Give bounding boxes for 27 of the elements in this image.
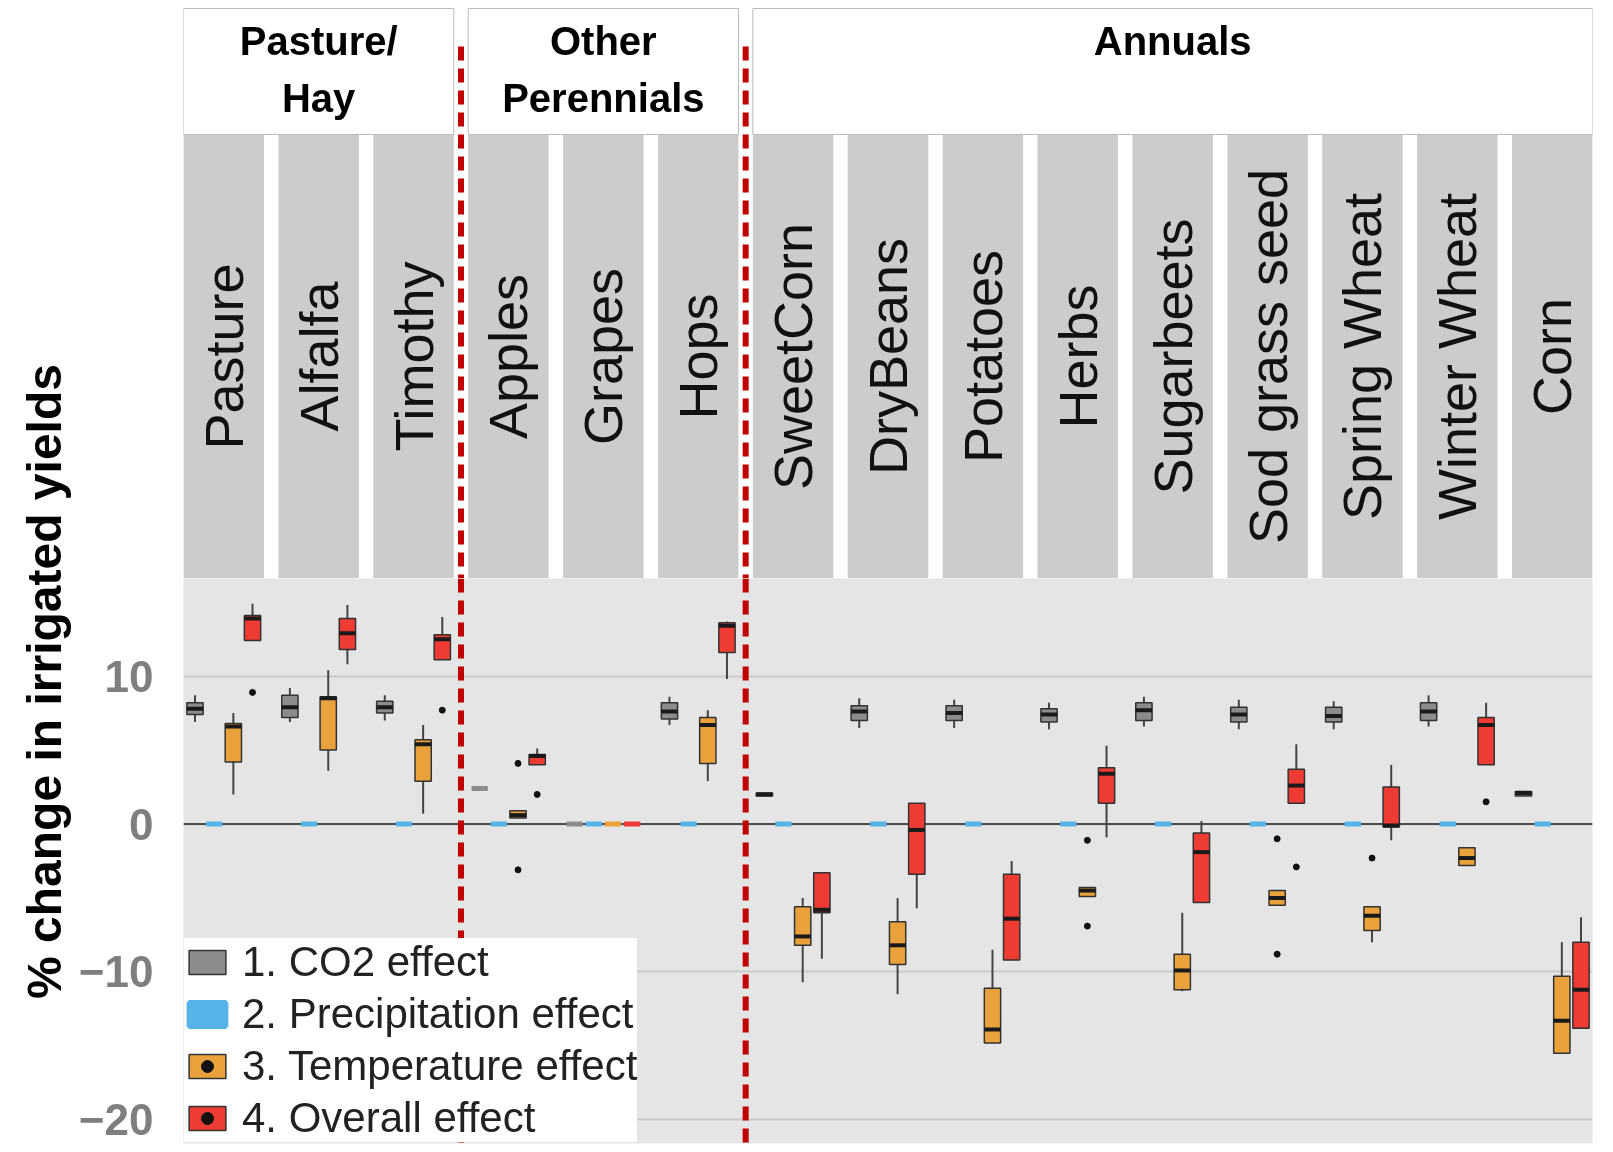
x-tick-label: Alfalfa xyxy=(288,280,349,432)
x-tick-label: Hops xyxy=(668,293,729,420)
text: Other Perennials xyxy=(502,18,705,120)
text: Annuals xyxy=(1093,18,1252,63)
x-tick-label: Herbs xyxy=(1047,284,1108,429)
y-tick-label: 0 xyxy=(129,799,154,849)
x-tick-label: Corn xyxy=(1522,297,1583,416)
legend-label: 1. CO2 effect xyxy=(242,938,489,986)
x-tick-label: Sugarbeets xyxy=(1142,218,1203,495)
y-tick-label: 10 xyxy=(104,651,154,701)
y-tick-label: −20 xyxy=(78,1095,154,1145)
y-axis-title: % change in irrigated yields xyxy=(18,364,71,999)
x-tick-label: Grapes xyxy=(573,267,634,446)
x-tick-label: Apples xyxy=(478,273,539,440)
x-tick-label: Potatoes xyxy=(952,249,1013,464)
x-tick-label: DryBeans xyxy=(858,237,918,476)
legend-label: 3. Temperature effect xyxy=(242,1042,638,1090)
y-tick-label: −10 xyxy=(78,947,154,997)
x-tick-label: Sod grass seed xyxy=(1237,168,1298,545)
x-tick-label: Timothy xyxy=(383,261,444,452)
legend-label: 2. Precipitation effect xyxy=(242,990,634,1038)
x-tick-label: Winter Wheat xyxy=(1427,192,1488,521)
text: Pasture/ Hay xyxy=(239,18,398,120)
x-tick-label: Spring Wheat xyxy=(1332,192,1393,521)
x-tick-label: SweetCorn xyxy=(763,222,824,491)
legend-label: 4. Overall effect xyxy=(242,1094,536,1142)
x-tick-label: Pasture xyxy=(193,263,254,450)
